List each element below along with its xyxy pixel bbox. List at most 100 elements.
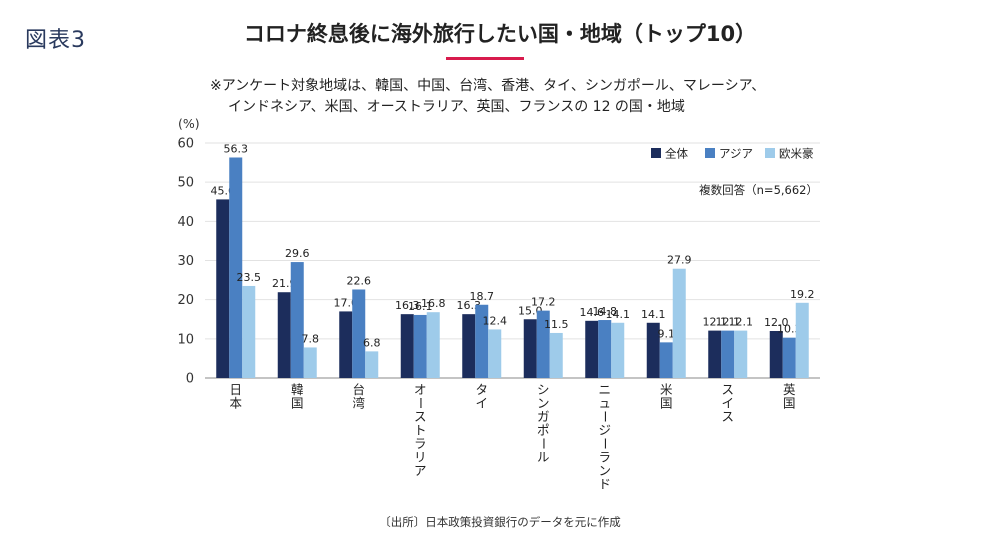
data-label: 29.6 [285, 247, 310, 260]
category-label-char: 韓 [291, 382, 304, 397]
bar-oubeigou [549, 332, 563, 378]
category-label-char: ポ [537, 423, 550, 438]
y-tick-label: 60 [177, 137, 194, 152]
data-label: 21.9 [272, 277, 297, 290]
data-label: 23.5 [237, 271, 262, 284]
category-label-char: 日 [229, 382, 242, 397]
data-label: 16.8 [421, 297, 446, 310]
legend-label: 欧米豪 [779, 147, 814, 161]
category-label-char: オ [414, 382, 427, 397]
category-label-char: 本 [229, 396, 242, 411]
category-label-char: ス [721, 409, 734, 424]
category-label-char: ド [598, 477, 611, 492]
category-label-char: 国 [291, 396, 304, 411]
data-label: 7.8 [302, 332, 320, 345]
data-label: 14.6 [580, 306, 605, 319]
bar-oubeigou [488, 329, 502, 378]
category-label-char: ラ [414, 436, 427, 451]
bar-zentai [400, 314, 414, 378]
bar-zentai [523, 319, 537, 378]
source-note: 〔出所〕日本政策投資銀行のデータを元に作成 [379, 515, 621, 529]
category-label-char: ー [597, 437, 612, 450]
category-label-char: リ [414, 450, 427, 465]
bar-zentai [277, 292, 291, 378]
bar-asia [413, 314, 427, 378]
y-axis-unit: (%) [178, 116, 200, 131]
data-label: 22.6 [347, 274, 372, 287]
y-tick-label: 50 [177, 176, 194, 191]
data-label: 16.1 [408, 300, 433, 313]
legend-swatch [705, 148, 715, 158]
data-label: 14.1 [606, 308, 631, 321]
chart-title: コロナ終息後に海外旅行したい国・地域（トップ10） [243, 22, 757, 46]
y-tick-label: 40 [177, 215, 194, 230]
bar-asia [721, 330, 735, 378]
bar-zentai [462, 314, 476, 378]
data-label: 12.1 [729, 316, 754, 329]
data-label: 11.5 [544, 318, 569, 331]
bar-oubeigou [611, 322, 625, 378]
bar-oubeigou [426, 312, 440, 378]
data-label: 16.3 [457, 299, 482, 312]
category-label-char: ー [597, 410, 612, 423]
bar-asia [229, 157, 243, 378]
data-label: 14.8 [593, 305, 618, 318]
bar-zentai [769, 331, 783, 378]
bar-zentai [216, 199, 230, 378]
category-label-char: ス [721, 382, 734, 397]
category-label-char: ー [413, 397, 428, 410]
category-label-char: ュ [598, 396, 611, 411]
data-label: 12.0 [764, 316, 789, 329]
category-label-char: イ [721, 396, 734, 411]
bar-oubeigou [365, 351, 379, 378]
category-label-char: 国 [660, 396, 673, 411]
legend-label: アジア [719, 147, 753, 161]
category-label-char: 台 [352, 382, 365, 397]
data-label: 16.3 [395, 299, 420, 312]
category-label-char: ス [414, 409, 427, 424]
bar-asia [352, 289, 366, 378]
category-label-char: 国 [783, 396, 796, 411]
bar-oubeigou [795, 302, 809, 378]
chart-annotation: 複数回答（n=5,662） [699, 183, 818, 197]
bar-asia [782, 337, 796, 378]
survey-note-line2: インドネシア、米国、オーストラリア、英国、フランスの 12 の国・地域 [228, 99, 685, 115]
bar-zentai [585, 320, 599, 378]
data-label: 17.0 [334, 296, 359, 309]
data-label: 6.8 [363, 336, 381, 349]
category-label-char: ン [598, 463, 611, 478]
bar-oubeigou [672, 268, 686, 378]
bar-asia [290, 262, 304, 378]
bar-asia [598, 320, 612, 378]
title-underline [446, 57, 524, 60]
category-label-char: ー [536, 437, 551, 450]
y-tick-label: 0 [186, 372, 194, 387]
y-tick-label: 10 [177, 332, 194, 347]
category-label-char: ラ [598, 450, 611, 465]
data-label: 15.0 [518, 304, 543, 317]
category-label-char: ガ [537, 409, 550, 424]
category-label-char: シ [537, 382, 550, 397]
y-tick-label: 30 [177, 254, 194, 269]
legend-swatch [765, 148, 775, 158]
bar-asia [536, 310, 550, 378]
category-label-char: ン [537, 396, 550, 411]
y-tick-label: 20 [177, 293, 194, 308]
category-label-char: 米 [660, 382, 673, 397]
data-label: 18.7 [470, 290, 495, 303]
category-label-char: 湾 [352, 396, 365, 411]
survey-note: ※アンケート対象地域は、韓国、中国、台湾、香港、タイ、シンガポール、マレーシア、… [210, 76, 830, 118]
category-label-char: ル [537, 450, 550, 465]
bar-asia [475, 304, 489, 378]
category-label-char: ジ [598, 423, 611, 438]
data-label: 14.1 [641, 308, 666, 321]
data-label: 27.9 [667, 254, 692, 267]
bar-zentai [339, 311, 353, 378]
data-label: 19.2 [790, 288, 815, 301]
bar-zentai [646, 322, 660, 378]
bar-oubeigou [303, 347, 317, 378]
category-label-char: 英 [783, 382, 796, 397]
category-label-char: ニ [598, 382, 611, 397]
data-label: 9.1 [658, 327, 676, 340]
data-label: 56.3 [224, 142, 249, 155]
